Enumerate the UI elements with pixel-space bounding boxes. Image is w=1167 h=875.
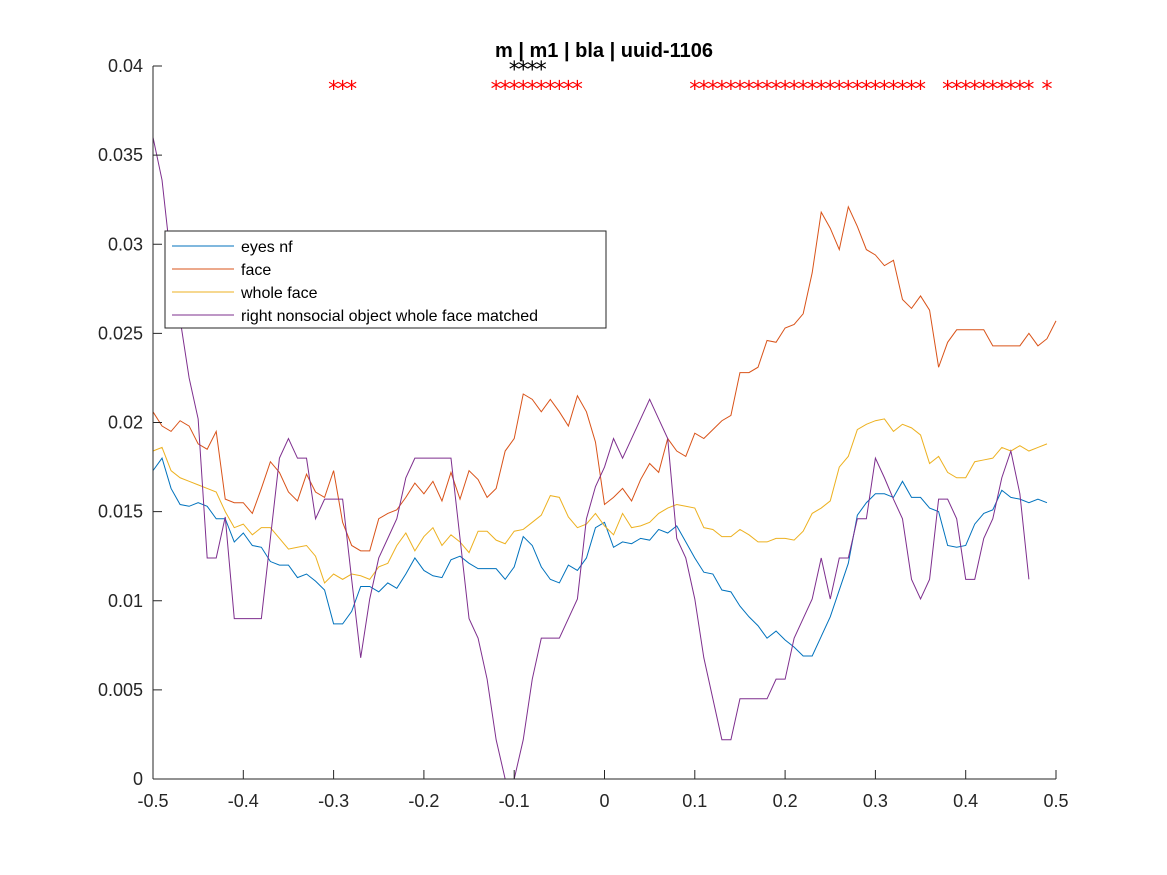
y-tick-label: 0 <box>133 769 143 789</box>
series-line-face <box>152 205 1057 552</box>
significance-marker-red: * <box>572 77 583 102</box>
significance-marker-red: * <box>1014 77 1025 102</box>
significance-marker-red: * <box>716 77 727 102</box>
significance-marker-red: * <box>689 77 700 102</box>
x-tick-label: -0.2 <box>408 791 439 811</box>
significance-marker-black: * <box>527 58 538 83</box>
x-tick-label: 0.5 <box>1043 791 1068 811</box>
legend-label-eyes-nf: eyes nf <box>241 239 293 256</box>
tick-layer: -0.5 -0.4 -0.3 -0.2 -0.1 0 0.1 0.2 0.3 0.4 0.5 0 0.0… <box>98 56 1069 811</box>
y-tick-label: 0.03 <box>108 234 143 254</box>
legend-box <box>164 230 607 329</box>
series-line-whole-face <box>152 418 1048 584</box>
significance-marker-red: * <box>743 77 754 102</box>
significance-marker-red: * <box>969 77 980 102</box>
significance-marker-red: * <box>861 77 872 102</box>
significance-marker-red: * <box>518 77 529 102</box>
chart-title: m | m1 | bla | uuid-1106 <box>495 40 713 62</box>
x-tick-label: 0 <box>599 791 609 811</box>
series-line-right-nonsocial-object-whole-face-matched <box>152 137 1030 780</box>
significance-marker-red: * <box>725 77 736 102</box>
significance-marker-red: * <box>960 77 971 102</box>
x-tick-label: -0.4 <box>228 791 259 811</box>
significance-marker-red: * <box>843 77 854 102</box>
plot-area-background <box>153 66 1056 779</box>
y-tick-label: 0.04 <box>108 56 143 76</box>
y-tick-label: 0.02 <box>108 413 143 433</box>
significance-marker-red: * <box>734 77 745 102</box>
y-tick-label: 0.025 <box>98 323 143 343</box>
significance-marker-black: * <box>536 58 547 83</box>
y-tick-label: 0.01 <box>108 591 143 611</box>
significance-marker-red: * <box>942 77 953 102</box>
significance-marker-red: * <box>789 77 800 102</box>
significance-marker-layer: *** ********** ************************** *… <box>328 58 1052 103</box>
significance-marker-red: * <box>798 77 809 102</box>
series-layer <box>152 137 1057 780</box>
significance-marker-red: * <box>897 77 908 102</box>
x-tick-label: -0.5 <box>137 791 168 811</box>
y-tick-label: 0.035 <box>98 145 143 165</box>
x-tick-label: -0.3 <box>318 791 349 811</box>
y-tick-label: 0.015 <box>98 502 143 522</box>
y-tick-label: 0.005 <box>98 680 143 700</box>
significance-marker-red: * <box>346 77 357 102</box>
significance-marker-red: * <box>906 77 917 102</box>
significance-marker-red: * <box>816 77 827 102</box>
significance-marker-red: * <box>996 77 1007 102</box>
significance-marker-red: * <box>1041 77 1052 102</box>
significance-marker-red: * <box>509 77 520 102</box>
significance-marker-red: * <box>698 77 709 102</box>
significance-marker-red: * <box>707 77 718 102</box>
x-tick-label: 0.4 <box>953 791 978 811</box>
significance-marker-red: * <box>879 77 890 102</box>
significance-marker-red: * <box>753 77 764 102</box>
significance-marker-red: * <box>780 77 791 102</box>
significance-marker-red: * <box>563 77 574 102</box>
significance-marker-red: * <box>807 77 818 102</box>
x-tick-label: 0.3 <box>863 791 888 811</box>
significance-marker-red: * <box>888 77 899 102</box>
significance-marker-red: * <box>825 77 836 102</box>
significance-marker-red: * <box>545 77 556 102</box>
significance-marker-black: * <box>518 58 529 83</box>
significance-marker-red: * <box>762 77 773 102</box>
significance-marker-red: * <box>491 77 502 102</box>
x-tick-label: -0.1 <box>499 791 530 811</box>
significance-marker-red: * <box>987 77 998 102</box>
significance-marker-red: * <box>951 77 962 102</box>
significance-marker-red: * <box>870 77 881 102</box>
x-tick-label: 0.2 <box>773 791 798 811</box>
legend: eyes nf face whole face right nonsocial … <box>164 230 607 329</box>
significance-marker-red: * <box>852 77 863 102</box>
significance-marker-red: * <box>1023 77 1034 102</box>
series-line-eyes-nf <box>152 457 1048 657</box>
significance-marker-black: * <box>509 58 520 83</box>
legend-label-face: face <box>241 262 271 279</box>
significance-marker-red: * <box>1005 77 1016 102</box>
significance-marker-red: * <box>328 77 339 102</box>
significance-marker-red: * <box>915 77 926 102</box>
x-tick-label: 0.1 <box>682 791 707 811</box>
significance-marker-red: * <box>337 77 348 102</box>
significance-marker-red: * <box>771 77 782 102</box>
significance-marker-red: * <box>527 77 538 102</box>
significance-marker-red: * <box>500 77 511 102</box>
legend-label-right-nonsocial-object: right nonsocial object whole face matche… <box>241 308 538 325</box>
significance-marker-red: * <box>834 77 845 102</box>
significance-marker-red: * <box>978 77 989 102</box>
significance-marker-red: * <box>536 77 547 102</box>
legend-label-whole-face: whole face <box>240 285 318 302</box>
significance-marker-red: * <box>554 77 565 102</box>
